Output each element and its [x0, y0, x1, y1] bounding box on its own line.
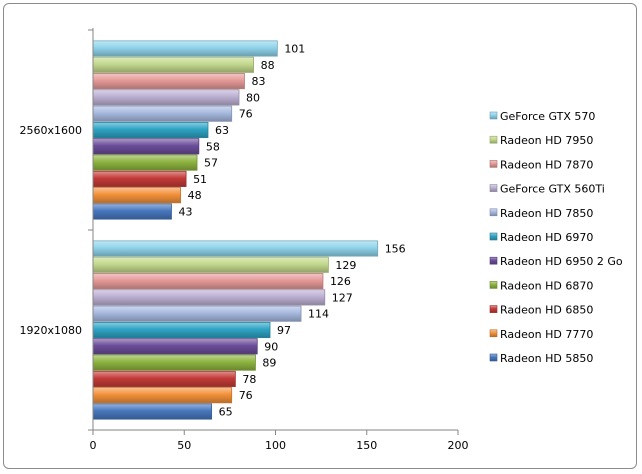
legend-label: Radeon HD 5850 — [500, 352, 593, 365]
bar-1-2 — [92, 56, 255, 73]
legend-swatch — [489, 135, 498, 144]
bar-2-2 — [92, 256, 329, 273]
data-label: 51 — [193, 173, 207, 186]
legend-label: GeForce GTX 570 — [500, 110, 595, 123]
legend-swatch — [489, 111, 498, 120]
legend: GeForce GTX 570 Radeon HD 7950 Radeon HD 7… — [489, 110, 623, 365]
bar-1-11 — [92, 203, 172, 220]
bar-1-5 — [92, 105, 233, 122]
legend-label: Radeon HD 6870 — [500, 279, 593, 292]
legend-swatch — [489, 232, 498, 241]
data-label: 83 — [251, 75, 265, 88]
bar-1-8 — [92, 154, 198, 171]
data-label: 90 — [264, 340, 278, 353]
data-label: 97 — [277, 324, 291, 337]
x-tick-label: 0 — [90, 439, 97, 452]
category-label: 2560x1600 — [20, 124, 83, 137]
legend-swatch — [489, 329, 498, 338]
legend-label: GeForce GTX 560Ti — [500, 183, 605, 196]
bar-2-8 — [92, 354, 256, 371]
bar-2-5 — [92, 305, 302, 322]
data-label: 76 — [239, 108, 253, 121]
bar-1-3 — [92, 73, 245, 90]
data-label: 57 — [204, 157, 218, 170]
legend-swatch — [489, 160, 498, 168]
data-label: 129 — [335, 259, 356, 272]
data-label: 156 — [385, 243, 406, 256]
data-label: 114 — [308, 308, 329, 321]
bar-2-9 — [92, 370, 236, 387]
legend-swatch — [489, 208, 498, 217]
data-label: 48 — [188, 189, 202, 202]
bars-layer — [92, 40, 379, 420]
legend-swatch — [489, 256, 498, 265]
legend-label: Radeon HD 6850 — [500, 304, 593, 317]
legend-label: Radeon HD 7770 — [500, 328, 593, 341]
data-label: 127 — [332, 291, 353, 304]
bar-1-1 — [92, 40, 278, 57]
data-label: 80 — [246, 91, 260, 104]
data-label: 101 — [284, 43, 305, 56]
legend-swatch — [489, 281, 498, 289]
data-label: 88 — [261, 59, 275, 72]
bar-2-10 — [92, 387, 233, 404]
data-label: 76 — [239, 389, 253, 402]
x-tick-label: 150 — [356, 439, 377, 452]
bar-2-7 — [92, 338, 258, 355]
data-label: 89 — [262, 357, 276, 370]
data-label: 78 — [242, 373, 256, 386]
bar-2-4 — [92, 289, 326, 306]
bar-1-6 — [92, 121, 209, 139]
data-label: 63 — [215, 124, 229, 137]
x-tick-label: 50 — [177, 439, 191, 452]
bar-2-1 — [92, 240, 379, 257]
data-label: 126 — [330, 275, 351, 288]
data-label: 58 — [206, 140, 220, 153]
x-tick-label: 100 — [265, 439, 286, 452]
legend-swatch — [489, 184, 498, 192]
legend-label: Radeon HD 6970 — [500, 231, 593, 244]
legend-label: Radeon HD 6950 2 Go — [500, 255, 623, 268]
legend-label: Radeon HD 7870 — [500, 158, 593, 171]
x-tick-label: 200 — [448, 439, 469, 452]
legend-swatch — [489, 353, 498, 362]
data-label: 65 — [219, 406, 233, 419]
legend-label: Radeon HD 7850 — [500, 207, 593, 220]
bar-2-3 — [92, 273, 324, 290]
category-label: 1920x1080 — [20, 324, 83, 337]
axes: 2560x1600 1920x1080 0 50 100 150 200 — [20, 28, 469, 452]
bar-1-7 — [92, 138, 200, 155]
bar-1-10 — [92, 187, 181, 204]
bar-2-6 — [92, 321, 271, 339]
legend-swatch — [489, 305, 498, 313]
legend-label: Radeon HD 7950 — [500, 134, 593, 147]
bar-1-4 — [92, 89, 240, 106]
bar-2-11 — [92, 403, 213, 420]
bar-1-9 — [92, 170, 187, 187]
data-label: 43 — [178, 206, 192, 219]
